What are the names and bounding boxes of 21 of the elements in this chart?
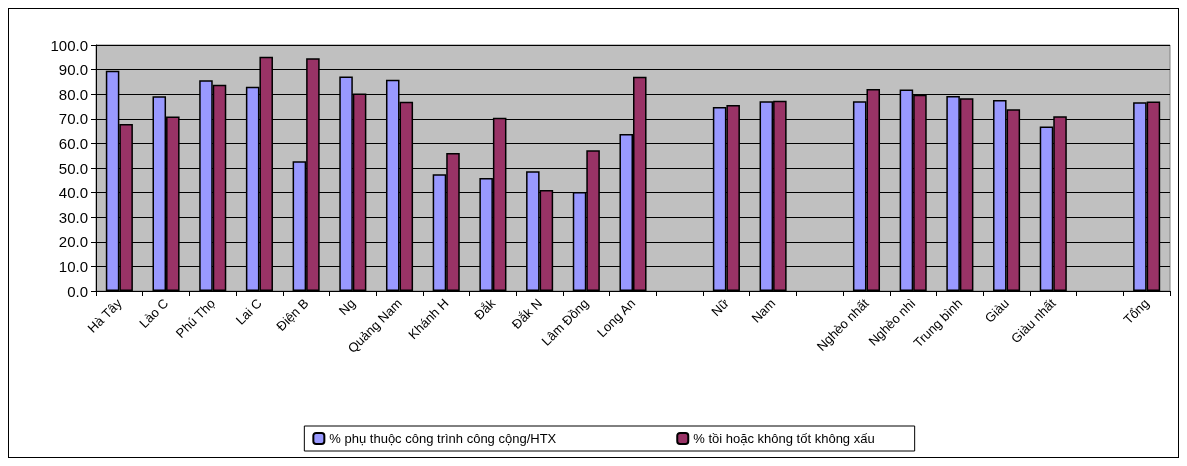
y-tick-label: 50.0 [58, 159, 88, 177]
x-tick-label: Phú Thọ [172, 295, 219, 341]
y-tick-label: 70.0 [58, 110, 88, 128]
x-tick-label: Lào C [136, 295, 172, 331]
y-tick-label: 10.0 [58, 257, 88, 275]
y-tick-label: 20.0 [58, 233, 88, 251]
legend-label: % tồi hoặc không tốt không xấu [693, 431, 875, 446]
x-tick-label: Đắk [471, 295, 499, 323]
y-tick-label: 0.0 [67, 282, 88, 300]
x-tick-label: Điện B [273, 295, 312, 334]
y-tick-label: 80.0 [58, 85, 88, 103]
legend-label: % phụ thuộc công trình công cộng/HTX [329, 431, 557, 446]
x-tick-label: Lai C [232, 295, 265, 328]
x-tick-label: Ng [335, 295, 359, 319]
y-tick-label: 40.0 [58, 184, 88, 202]
y-tick-label: 30.0 [58, 208, 88, 226]
x-tick-label: Nữ [708, 295, 732, 320]
x-tick-label: Đắk N [508, 295, 545, 332]
y-tick-label: 60.0 [58, 134, 88, 152]
y-tick-label: 90.0 [58, 61, 88, 79]
y-tick-label: 100.0 [50, 36, 88, 54]
